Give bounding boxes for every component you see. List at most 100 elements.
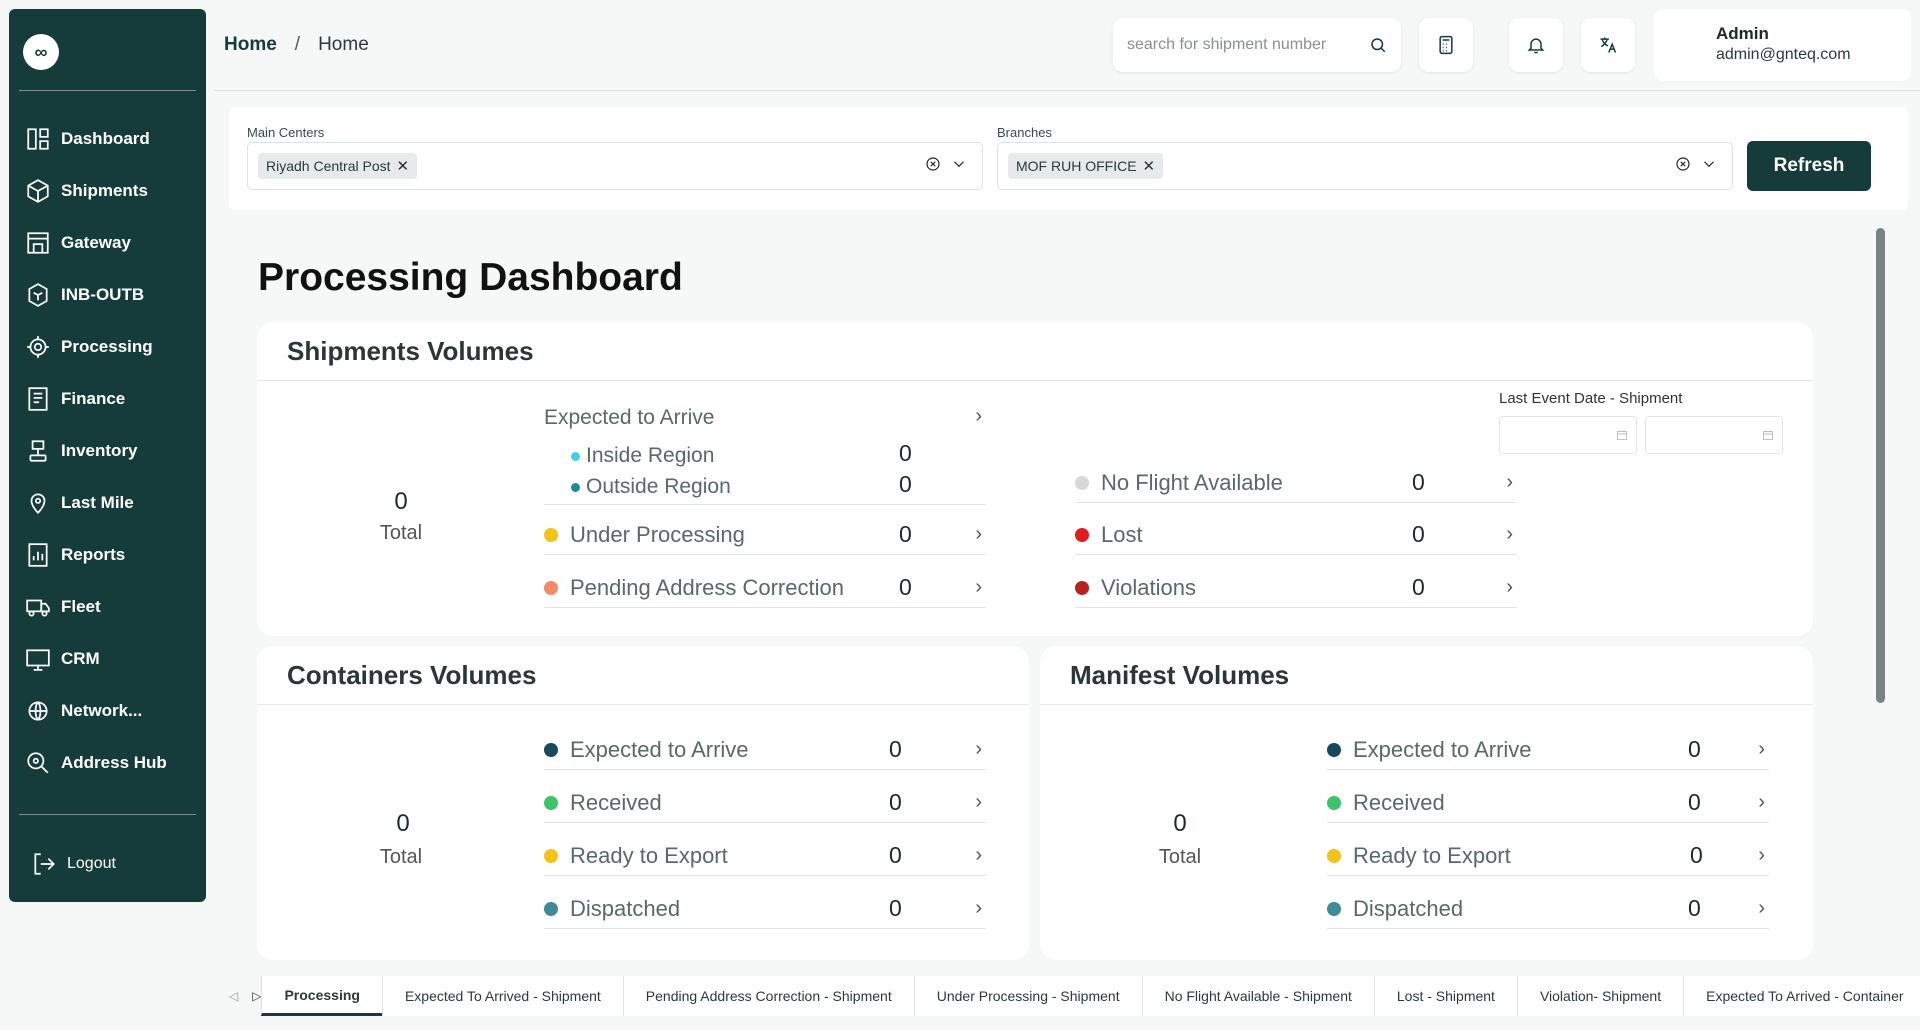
- breadcrumb-separator: /: [294, 34, 301, 55]
- tab-lost-shipment[interactable]: Lost - Shipment: [1373, 976, 1517, 1016]
- violations-row[interactable]: Violations 0 ›: [1075, 568, 1517, 608]
- chevron-right-icon[interactable]: ›: [1506, 523, 1513, 545]
- logout-button[interactable]: Logout: [31, 844, 200, 884]
- sidebar-item-reports[interactable]: Reports: [25, 535, 200, 575]
- status-dot: [1327, 742, 1341, 757]
- row-value: 0: [1688, 789, 1701, 815]
- tab-no-flight-available-shipment[interactable]: No Flight Available - Shipment: [1141, 976, 1374, 1016]
- dispatched-row[interactable]: Dispatched 0 ›: [1327, 889, 1769, 929]
- header-divider: [214, 90, 1920, 91]
- calculator-button[interactable]: [1419, 18, 1473, 72]
- branch-chip: MOF RUH OFFICE ✕: [1008, 153, 1164, 179]
- chip-remove-icon[interactable]: ✕: [396, 158, 410, 175]
- chevron-down-icon[interactable]: [950, 155, 968, 173]
- row-value: 0: [889, 736, 902, 762]
- chevron-right-icon[interactable]: ›: [1758, 897, 1765, 919]
- row-label: Ready to Export: [570, 842, 728, 868]
- logout-icon: [34, 853, 55, 875]
- date-from-input[interactable]: [1499, 416, 1637, 454]
- sidebar-item-fleet[interactable]: Fleet: [25, 587, 200, 627]
- ready-to-export-row[interactable]: Ready to Export 0 ›: [1327, 836, 1769, 876]
- row-label: Received: [1353, 789, 1445, 815]
- status-dot: [1075, 527, 1089, 542]
- tab-scroll-right-icon[interactable]: ▷: [252, 989, 262, 1003]
- sidebar-item-gateway[interactable]: Gateway: [25, 223, 200, 263]
- dispatched-row[interactable]: Dispatched 0 ›: [544, 889, 986, 929]
- bell-icon: [1527, 38, 1545, 54]
- row-label: Ready to Export: [1353, 842, 1511, 868]
- outside-region-dot: [571, 482, 580, 492]
- notifications-button[interactable]: [1509, 18, 1563, 72]
- user-email: admin@gnteq.com: [1716, 46, 1851, 63]
- date-to-input[interactable]: [1645, 416, 1783, 454]
- chevron-right-icon[interactable]: ›: [975, 791, 982, 813]
- sidebar-item-inb-outb[interactable]: INB-OUTB: [25, 275, 200, 315]
- chip-label: Riyadh Central Post: [266, 158, 391, 174]
- chevron-right-icon[interactable]: ›: [975, 738, 982, 760]
- sidebar-item-label: Shipments: [61, 181, 148, 200]
- chevron-down-icon[interactable]: [1700, 155, 1718, 173]
- no-flight-row[interactable]: No Flight Available 0 ›: [1075, 463, 1517, 503]
- chevron-right-icon[interactable]: ›: [1758, 738, 1765, 760]
- sidebar-item-label: Finance: [61, 389, 126, 408]
- no-flight-value: 0: [1412, 469, 1425, 495]
- tab-processing[interactable]: Processing: [261, 976, 382, 1016]
- branches-select[interactable]: MOF RUH OFFICE ✕: [997, 142, 1733, 190]
- status-dot: [544, 795, 558, 810]
- received-row[interactable]: Received 0 ›: [544, 783, 986, 823]
- address-icon: [27, 752, 49, 774]
- box-icon: [27, 179, 49, 203]
- chevron-right-icon[interactable]: ›: [975, 523, 982, 545]
- chevron-right-icon[interactable]: ›: [975, 576, 982, 598]
- chevron-right-icon[interactable]: ›: [1506, 471, 1513, 493]
- app-logo[interactable]: ∞: [23, 34, 59, 70]
- sidebar-item-dashboard[interactable]: Dashboard: [25, 119, 200, 159]
- tab-expected-to-arrived-container[interactable]: Expected To Arrived - Container: [1683, 976, 1920, 1016]
- sidebar-item-inventory[interactable]: Inventory: [25, 431, 200, 471]
- sidebar-item-crm[interactable]: CRM: [25, 639, 200, 679]
- total-value: 0: [394, 488, 408, 515]
- tab-pending-address-correction-shipment[interactable]: Pending Address Correction - Shipment: [622, 976, 914, 1016]
- sidebar-item-address-hub[interactable]: Address Hub: [25, 743, 200, 783]
- lost-row[interactable]: Lost 0 ›: [1075, 515, 1517, 555]
- status-dot: [544, 848, 558, 863]
- status-dot: [1327, 901, 1341, 916]
- tab-under-processing-shipment[interactable]: Under Processing - Shipment: [913, 976, 1142, 1016]
- chevron-right-icon[interactable]: ›: [975, 844, 982, 866]
- expected-to-arrive-row[interactable]: ›: [544, 396, 986, 436]
- chevron-right-icon[interactable]: ›: [1758, 844, 1765, 866]
- ready-to-export-row[interactable]: Ready to Export 0 ›: [544, 836, 986, 876]
- refresh-button[interactable]: Refresh: [1747, 141, 1871, 191]
- clear-icon[interactable]: [1674, 155, 1692, 173]
- expected-to-arrive-row[interactable]: Expected to Arrive 0 ›: [1327, 730, 1769, 770]
- language-button[interactable]: [1581, 18, 1635, 72]
- main-centers-select[interactable]: Riyadh Central Post ✕: [247, 142, 983, 190]
- scrollbar[interactable]: [1876, 228, 1885, 703]
- chevron-right-icon[interactable]: ›: [975, 897, 982, 919]
- expected-to-arrive-label: Expected to Arrive: [544, 406, 715, 429]
- received-row[interactable]: Received 0 ›: [1327, 783, 1769, 823]
- chevron-right-icon[interactable]: ›: [975, 404, 982, 427]
- tab-expected-to-arrived-shipment[interactable]: Expected To Arrived - Shipment: [381, 976, 623, 1016]
- tab-scroll-left-icon[interactable]: ◁: [229, 989, 239, 1003]
- sidebar-item-shipments[interactable]: Shipments: [25, 171, 200, 211]
- breadcrumb-home[interactable]: Home: [224, 34, 277, 55]
- chip-remove-icon[interactable]: ✕: [1142, 158, 1156, 175]
- search-input[interactable]: [1127, 36, 1369, 54]
- sidebar-item-last-mile[interactable]: Last Mile: [25, 483, 200, 523]
- expected-to-arrive-row[interactable]: Expected to Arrive 0 ›: [544, 730, 986, 770]
- row-value: 0: [889, 842, 902, 868]
- sidebar-item-finance[interactable]: Finance: [25, 379, 200, 419]
- chevron-right-icon[interactable]: ›: [1758, 791, 1765, 813]
- sidebar-item-network[interactable]: Network...: [25, 691, 200, 731]
- under-processing-row[interactable]: Under Processing 0 ›: [544, 515, 986, 555]
- sidebar-item-processing[interactable]: Processing: [25, 327, 200, 367]
- tab-violation-shipment[interactable]: Violation- Shipment: [1516, 976, 1684, 1016]
- pending-address-row[interactable]: Pending Address Correction 0 ›: [544, 568, 986, 608]
- status-dot: [544, 901, 558, 916]
- clear-icon[interactable]: [924, 155, 942, 173]
- search-icon[interactable]: [1369, 36, 1387, 54]
- status-dot: [1327, 795, 1341, 810]
- user-menu[interactable]: Admin admin@gnteq.com: [1654, 9, 1911, 81]
- chevron-right-icon[interactable]: ›: [1506, 576, 1513, 598]
